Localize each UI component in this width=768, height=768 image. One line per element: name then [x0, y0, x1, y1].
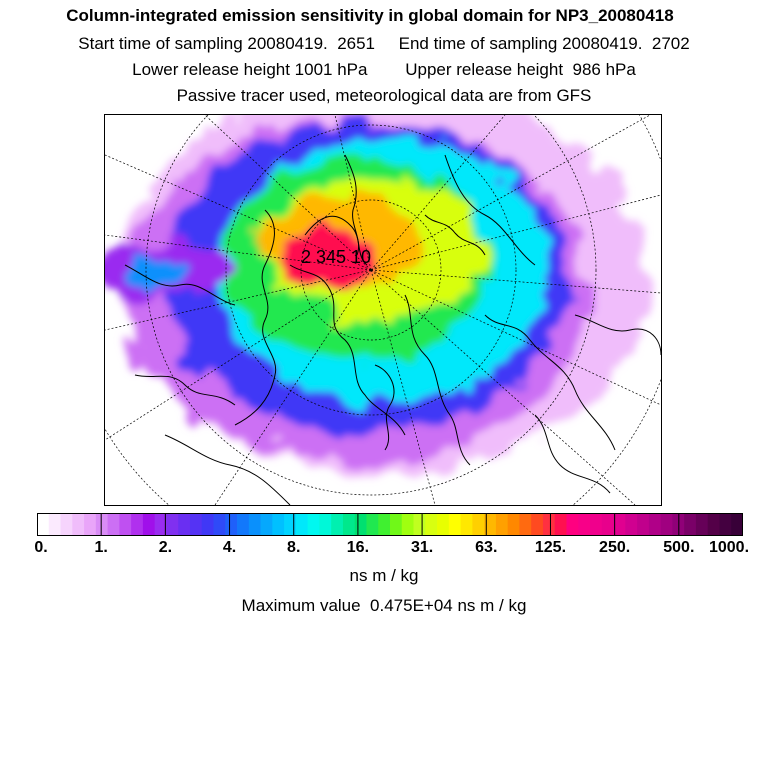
colorbar-cell	[37, 513, 50, 536]
colorbar-cell	[95, 513, 108, 536]
colorbar-cell	[507, 513, 520, 536]
colorbar-cell	[578, 513, 591, 536]
colorbar-cell	[566, 513, 579, 536]
release-height-subtitle: Lower release height 1001 hPa Upper rele…	[132, 60, 636, 79]
colorbar-cell	[307, 513, 320, 536]
colorbar-cell	[695, 513, 709, 536]
colorbar-cell	[154, 513, 167, 536]
colorbar-cell	[166, 513, 179, 536]
chart-title: Column-integrated emission sensitivity i…	[66, 6, 674, 25]
colorbar-cell	[178, 513, 191, 536]
colorbar-tick-label: 125.	[534, 539, 567, 556]
colorbar-cell	[625, 513, 638, 536]
colorbar-cell	[613, 513, 626, 536]
colorbar-tick-label: 500.	[663, 539, 695, 556]
colorbar-cell	[637, 513, 650, 536]
colorbar-cell	[248, 513, 261, 536]
colorbar-cell	[366, 513, 379, 536]
maximum-value-label: Maximum value 0.475E+04 ns m / kg	[241, 596, 527, 615]
colorbar-cell	[472, 513, 485, 536]
colorbar-tick-label: 31.	[410, 539, 434, 556]
colorbar-cell	[660, 513, 673, 536]
tracer-info-subtitle: Passive tracer used, meteorological data…	[176, 86, 592, 105]
colorbar-cell	[648, 513, 662, 536]
colorbar-cell	[731, 513, 743, 536]
colorbar-cell	[601, 513, 614, 536]
colorbar-cell	[425, 513, 438, 536]
colorbar-cell	[225, 513, 238, 536]
colorbar-cell	[260, 513, 273, 536]
colorbar-cell	[131, 513, 144, 536]
colorbar-cell	[272, 513, 285, 536]
colorbar-cell	[201, 513, 214, 536]
colorbar	[37, 513, 743, 536]
colorbar-cell	[495, 513, 509, 536]
colorbar-tick-label: 8.	[287, 539, 301, 556]
colorbar-tick-label: 2.	[158, 539, 173, 556]
colorbar-cell	[437, 513, 450, 536]
colorbar-cell	[542, 513, 556, 536]
colorbar-cell	[331, 513, 344, 536]
colorbar-cell	[531, 513, 544, 536]
polar-map-panel: 2 345 10	[104, 114, 662, 506]
colorbar-tick-label: 63.	[475, 539, 498, 556]
colorbar-cell	[284, 513, 297, 536]
colorbar-cell	[72, 513, 85, 536]
colorbar-cell	[213, 513, 226, 536]
colorbar-cell	[448, 513, 461, 536]
colorbar-tick-label: 250.	[599, 539, 631, 556]
colorbar-cell	[460, 513, 473, 536]
colorbar-cell	[295, 513, 309, 536]
colorbar-tick-label: 0.	[34, 539, 48, 556]
colorbar-cell	[354, 513, 367, 536]
colorbar-tick-label: 1000.	[708, 539, 750, 556]
station-label: 2 345 10	[301, 247, 371, 267]
colorbar-cell	[719, 513, 732, 536]
colorbar-unit-label: ns m / kg	[349, 566, 419, 585]
sampling-time-subtitle: Start time of sampling 20080419. 2651 En…	[78, 34, 690, 53]
emission-level-region	[277, 228, 378, 291]
colorbar-tick-label: 4.	[222, 539, 237, 556]
colorbar-cell	[107, 513, 120, 536]
colorbar-cell	[142, 513, 156, 536]
graticule	[105, 115, 661, 505]
colorbar-cell	[390, 513, 403, 536]
coastlines	[124, 154, 661, 505]
colorbar-cell	[342, 513, 356, 536]
colorbar-cell	[84, 513, 97, 536]
emission-level-region	[121, 255, 200, 287]
colorbar-cell	[554, 513, 567, 536]
colorbar-frame	[37, 513, 743, 536]
colorbar-cell	[401, 513, 414, 536]
colorbar-cell	[60, 513, 73, 536]
colorbar-cell	[319, 513, 332, 536]
colorbar-cell	[590, 513, 603, 536]
emission-sensitivity-map: 2 345 10	[105, 115, 661, 505]
colorbar-tick-label: 16.	[346, 539, 370, 556]
colorbar-cell	[484, 513, 497, 536]
colorbar-cell	[237, 513, 250, 536]
colorbar-cell	[119, 513, 132, 536]
colorbar-cell	[48, 513, 61, 536]
colorbar-cell	[413, 513, 426, 536]
colorbar-cell	[684, 513, 697, 536]
colorbar-cell	[519, 513, 532, 536]
colorbar-cell	[378, 513, 391, 536]
colorbar-cell	[707, 513, 720, 536]
colorbar-tick-label: 1.	[94, 539, 108, 556]
colorbar-cell	[189, 513, 203, 536]
